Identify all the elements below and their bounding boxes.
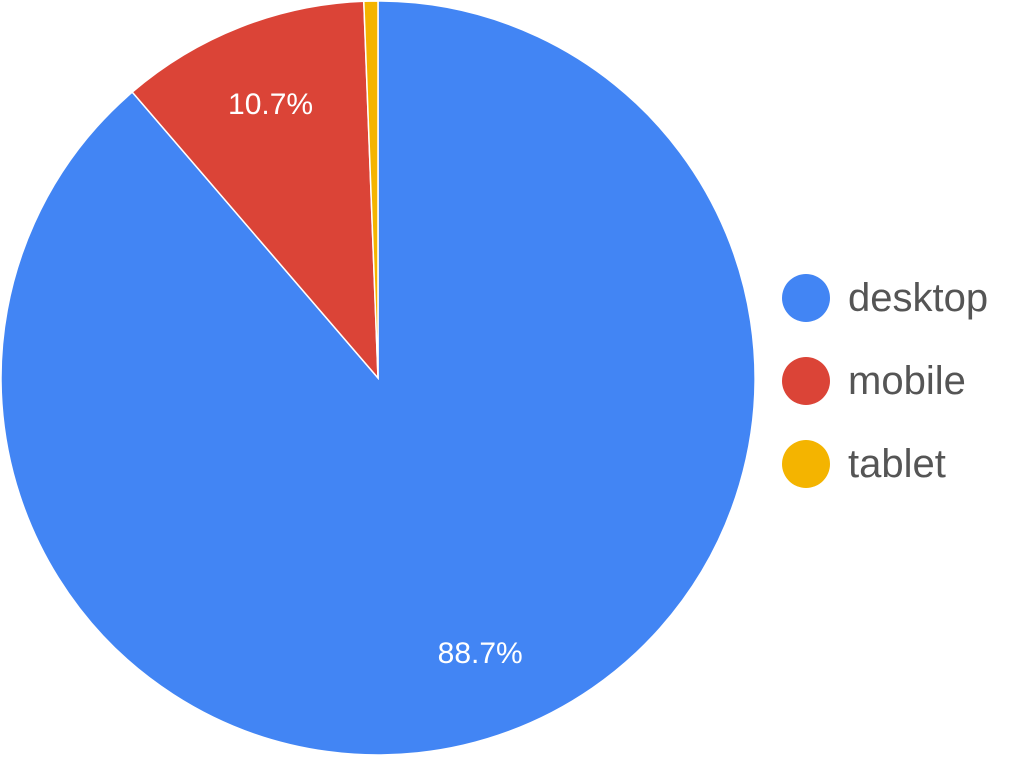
legend-label-desktop: desktop bbox=[848, 276, 988, 320]
pie-slice-mobile bbox=[131, 0, 379, 381]
legend-swatch-mobile bbox=[782, 357, 830, 405]
pie-slice-tablet bbox=[363, 0, 379, 379]
legend-label-mobile: mobile bbox=[848, 359, 966, 403]
legend: desktop mobile tablet bbox=[782, 274, 988, 488]
legend-item-mobile[interactable]: mobile bbox=[782, 357, 966, 405]
pie-slice-labels: 88.7% 10.7% bbox=[228, 88, 523, 670]
slice-value-label-mobile: 10.7% bbox=[228, 88, 313, 121]
legend-label-tablet: tablet bbox=[848, 442, 946, 486]
legend-swatch-tablet bbox=[782, 440, 830, 488]
pie-slices bbox=[0, 0, 756, 756]
legend-item-desktop[interactable]: desktop bbox=[782, 274, 988, 322]
legend-swatch-desktop bbox=[782, 274, 830, 322]
slice-value-label-desktop: 88.7% bbox=[438, 637, 523, 670]
legend-item-tablet[interactable]: tablet bbox=[782, 440, 946, 488]
